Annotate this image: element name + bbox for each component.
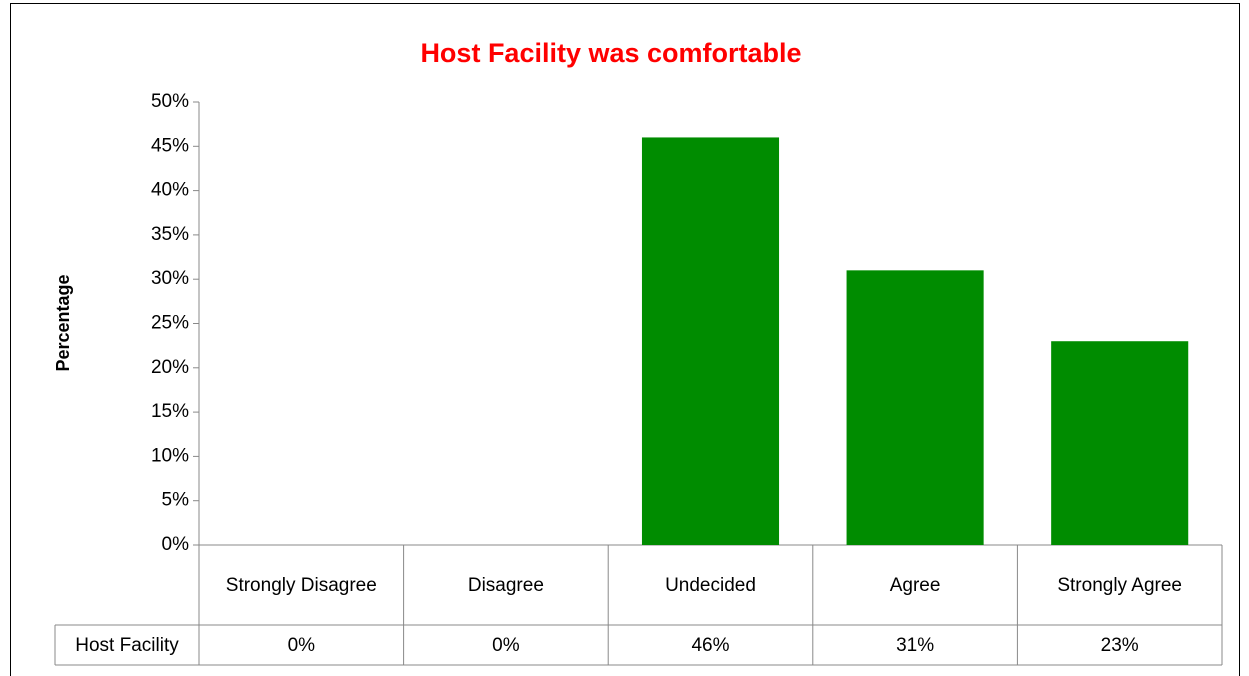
data-label: 46% [691, 634, 730, 656]
x-tick-label: Strongly Agree [1057, 574, 1182, 596]
data-label: 31% [896, 634, 935, 656]
y-tick-label: 50% [151, 91, 189, 112]
chart-border [10, 3, 1240, 676]
y-axis-title: Percentage [53, 274, 73, 371]
y-tick-label: 5% [162, 490, 190, 511]
y-tick-label: 25% [151, 313, 189, 334]
y-tick-label: 20% [151, 357, 189, 378]
y-tick-label: 45% [151, 135, 189, 156]
y-tick-label: 40% [151, 180, 189, 201]
bar [641, 137, 780, 545]
x-tick-label: Disagree [467, 574, 544, 596]
bar [846, 270, 984, 545]
data-label: 23% [1100, 634, 1139, 656]
y-tick-label: 35% [151, 224, 189, 245]
legend-entry: Host Facility [75, 634, 179, 656]
data-label: 0% [287, 634, 316, 656]
data-label: 0% [492, 634, 520, 656]
x-tick-label: Undecided [665, 574, 756, 596]
y-tick-label: 15% [151, 401, 189, 422]
x-tick-label: Strongly Disagree [225, 574, 377, 596]
y-tick-label: 30% [151, 268, 189, 289]
y-tick-label: 0% [162, 534, 190, 555]
y-tick-label: 10% [151, 445, 189, 466]
x-tick-label: Agree [889, 574, 941, 596]
bar [1051, 341, 1189, 545]
chart-title: Host Facility was comfortable [420, 38, 801, 68]
